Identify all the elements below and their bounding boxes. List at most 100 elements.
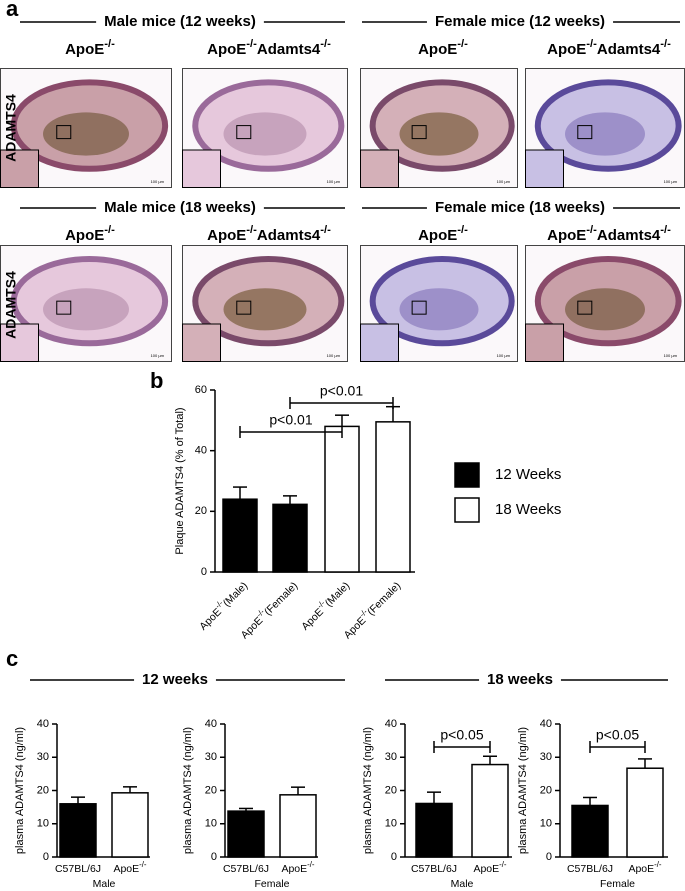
- plaque: [43, 288, 129, 331]
- x-tick-label: C57BL/6J: [411, 863, 457, 875]
- x-axis-label: Male: [451, 878, 474, 890]
- x-tick-label: C57BL/6J: [55, 863, 101, 875]
- plaque: [223, 112, 307, 156]
- y-axis-label: plasma ADAMTS4 (ng/ml): [182, 727, 194, 854]
- row-label: ADAMTS4: [3, 271, 19, 339]
- inset: [360, 149, 399, 188]
- y-tick-label: 30: [205, 751, 217, 763]
- bar: [59, 803, 97, 858]
- y-axis-label: plasma ADAMTS4 (ng/ml): [517, 727, 529, 854]
- y-tick-label: 40: [385, 718, 397, 730]
- genotype-label: ApoE-/-Adamts4-/-: [547, 38, 671, 58]
- y-tick-label: 30: [37, 751, 49, 763]
- plaque: [565, 288, 645, 331]
- y-tick-label: 0: [391, 851, 397, 863]
- y-tick-label: 20: [37, 784, 49, 796]
- roi-box: [236, 125, 252, 140]
- bar: [626, 767, 664, 858]
- x-axis-label: Male: [93, 878, 116, 890]
- roi-box: [411, 125, 427, 140]
- inset: [182, 149, 221, 188]
- legend-swatch: [454, 497, 480, 523]
- significance-label: p<0.01: [269, 412, 312, 428]
- plaque: [223, 288, 307, 331]
- bar: [279, 794, 317, 858]
- scale-bar: 100 µm: [327, 353, 341, 358]
- y-tick-label: 40: [540, 718, 552, 730]
- x-tick-label: ApoE-/-(Male): [195, 577, 250, 632]
- genotype-label: ApoE-/-: [65, 38, 115, 58]
- bar: [222, 498, 258, 573]
- roi-box: [577, 125, 593, 140]
- group-header: 18 weeks: [487, 671, 553, 688]
- genotype-label: ApoE-/-: [418, 224, 468, 244]
- legend-swatch: [454, 462, 480, 488]
- inset: [525, 323, 564, 362]
- bar: [227, 810, 265, 858]
- y-axis-label: plasma ADAMTS4 (ng/ml): [362, 727, 374, 854]
- plaque: [399, 288, 479, 331]
- genotype-label: ApoE-/-: [418, 38, 468, 58]
- x-tick-label: ApoE-/-: [628, 860, 661, 875]
- y-tick-label: 30: [540, 751, 552, 763]
- panel-label: b: [150, 368, 163, 393]
- significance-label: p<0.05: [440, 727, 483, 743]
- group-header: Male mice (18 weeks): [104, 199, 256, 216]
- roi-box: [577, 300, 593, 315]
- y-axis-label: Plaque ADAMTS4 (% of Total): [174, 407, 186, 554]
- bar: [324, 425, 360, 573]
- bar: [571, 804, 609, 858]
- genotype-label: ApoE-/-Adamts4-/-: [547, 224, 671, 244]
- legend-label: 12 Weeks: [495, 466, 561, 483]
- plaque: [43, 112, 129, 156]
- row-label: ADAMTS4: [3, 94, 19, 162]
- genotype-label: ApoE-/-Adamts4-/-: [207, 38, 331, 58]
- inset: [360, 323, 399, 362]
- bar: [471, 763, 509, 858]
- scale-bar: 100 µm: [497, 353, 511, 358]
- x-tick-label: ApoE-/-: [113, 860, 146, 875]
- bar: [111, 792, 149, 858]
- genotype-label: ApoE-/-: [65, 224, 115, 244]
- roi-box: [56, 125, 72, 140]
- significance-label: p<0.05: [596, 727, 639, 743]
- plaque: [399, 112, 479, 156]
- y-tick-label: 10: [205, 818, 217, 830]
- y-tick-label: 0: [546, 851, 552, 863]
- y-tick-label: 0: [201, 566, 207, 578]
- group-header: Female mice (12 weeks): [435, 13, 605, 30]
- roi-box: [411, 300, 427, 315]
- y-tick-label: 10: [540, 818, 552, 830]
- roi-box: [56, 300, 72, 315]
- y-tick-label: 10: [37, 818, 49, 830]
- genotype-label: ApoE-/-Adamts4-/-: [207, 224, 331, 244]
- inset: [0, 323, 39, 362]
- y-tick-label: 0: [211, 851, 217, 863]
- y-tick-label: 20: [385, 784, 397, 796]
- x-tick-label: C57BL/6J: [223, 863, 269, 875]
- y-tick-label: 20: [540, 784, 552, 796]
- group-header: 12 weeks: [142, 671, 208, 688]
- scale-bar: 100 µm: [664, 179, 678, 184]
- x-axis-label: Female: [600, 878, 635, 890]
- roi-box: [236, 300, 252, 315]
- scale-bar: 100 µm: [327, 179, 341, 184]
- scale-bar: 100 µm: [151, 353, 165, 358]
- y-axis-label: plasma ADAMTS4 (ng/ml): [14, 727, 26, 854]
- scale-bar: 100 µm: [664, 353, 678, 358]
- y-tick-label: 40: [195, 445, 207, 457]
- bar: [415, 802, 453, 858]
- group-header: Female mice (18 weeks): [435, 199, 605, 216]
- significance-label: p<0.01: [320, 383, 363, 399]
- inset: [525, 149, 564, 188]
- y-tick-label: 60: [195, 384, 207, 396]
- scale-bar: 100 µm: [151, 179, 165, 184]
- panel-label: a: [6, 0, 19, 21]
- group-header: Male mice (12 weeks): [104, 13, 256, 30]
- panel-label: c: [6, 646, 18, 671]
- y-tick-label: 40: [37, 718, 49, 730]
- plaque: [565, 112, 645, 156]
- x-tick-label: ApoE-/-: [473, 860, 506, 875]
- inset: [0, 149, 39, 188]
